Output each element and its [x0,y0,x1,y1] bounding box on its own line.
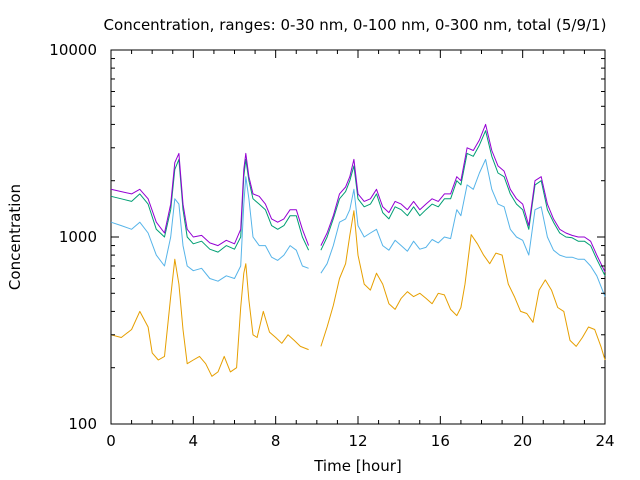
y-tick-label: 100 [68,415,97,433]
series-line [320,130,606,277]
series-line [320,158,606,297]
ticks-layer [110,49,606,425]
x-tick-label: 12 [348,432,367,450]
series-line [110,258,309,377]
x-tick-labels: 0 4 8 12 16 20 24 [106,432,614,450]
x-tick-label: 0 [106,432,116,450]
series-line [110,176,309,282]
series-line [110,158,310,253]
x-tick-label: 20 [513,432,532,450]
x-tick-label: 24 [595,432,614,450]
chart-title: Concentration, ranges: 0-30 nm, 0-100 nm… [104,16,607,34]
y-axis-label: Concentration [6,184,24,290]
y-tick-labels: 100 1000 10000 [49,41,97,433]
series-line [320,210,606,361]
series-line [110,152,310,247]
x-axis-label: Time [hour] [313,457,402,475]
y-tick-label: 1000 [59,228,97,246]
y-tick-label: 10000 [49,41,97,59]
x-tick-label: 4 [189,432,199,450]
x-tick-label: 8 [271,432,281,450]
series-line [320,123,606,273]
series-layer [110,123,606,377]
x-tick-label: 16 [431,432,450,450]
